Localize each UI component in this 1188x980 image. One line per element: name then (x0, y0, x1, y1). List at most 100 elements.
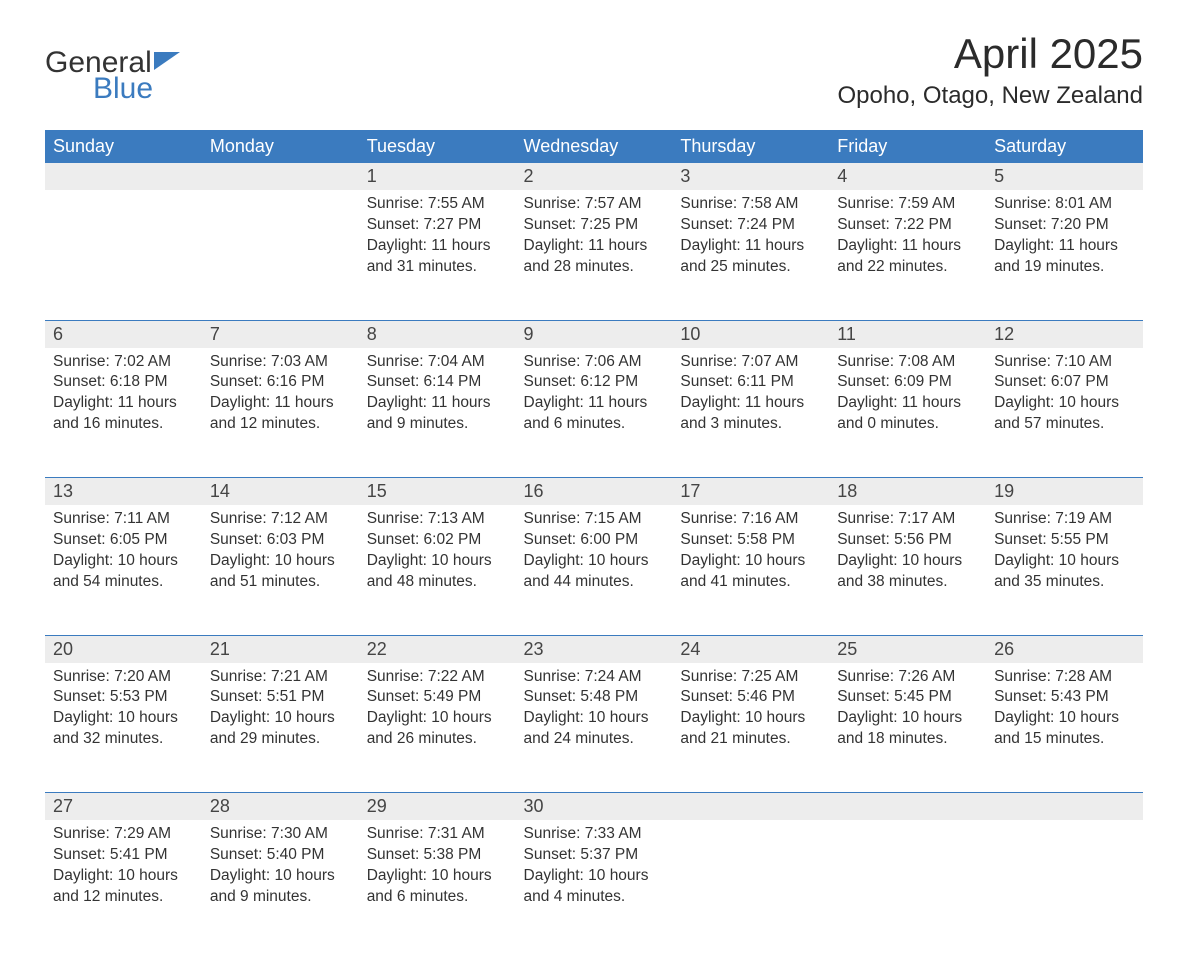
daylight-line: Daylight: 10 hours and 44 minutes. (524, 551, 665, 593)
day-number-cell (829, 793, 986, 821)
daylight-line: Daylight: 10 hours and 57 minutes. (994, 393, 1135, 435)
sunrise-line: Sunrise: 7:17 AM (837, 509, 978, 530)
day-content: Sunrise: 7:58 AMSunset: 7:24 PMDaylight:… (672, 190, 829, 288)
sunset-line: Sunset: 6:02 PM (367, 530, 508, 551)
day-content: Sunrise: 7:02 AMSunset: 6:18 PMDaylight:… (45, 348, 202, 446)
sunrise-line: Sunrise: 7:16 AM (680, 509, 821, 530)
day-cell: Sunrise: 7:28 AMSunset: 5:43 PMDaylight:… (986, 663, 1143, 793)
sunset-line: Sunset: 6:11 PM (680, 372, 821, 393)
daylight-line: Daylight: 10 hours and 51 minutes. (210, 551, 351, 593)
sunset-line: Sunset: 5:49 PM (367, 687, 508, 708)
day-content: Sunrise: 7:08 AMSunset: 6:09 PMDaylight:… (829, 348, 986, 446)
sunrise-line: Sunrise: 7:02 AM (53, 352, 194, 373)
sunset-line: Sunset: 6:16 PM (210, 372, 351, 393)
day-content: Sunrise: 7:31 AMSunset: 5:38 PMDaylight:… (359, 820, 516, 918)
day-number-cell: 17 (672, 478, 829, 506)
day-cell: Sunrise: 7:10 AMSunset: 6:07 PMDaylight:… (986, 348, 1143, 478)
sunrise-line: Sunrise: 7:31 AM (367, 824, 508, 845)
day-number-cell: 8 (359, 320, 516, 348)
day-cell: Sunrise: 7:21 AMSunset: 5:51 PMDaylight:… (202, 663, 359, 793)
day-number-cell: 25 (829, 635, 986, 663)
sunset-line: Sunset: 6:09 PM (837, 372, 978, 393)
day-cell: Sunrise: 7:30 AMSunset: 5:40 PMDaylight:… (202, 820, 359, 950)
day-number-cell: 16 (516, 478, 673, 506)
sunrise-line: Sunrise: 7:59 AM (837, 194, 978, 215)
day-content: Sunrise: 7:22 AMSunset: 5:49 PMDaylight:… (359, 663, 516, 761)
daylight-line: Daylight: 11 hours and 9 minutes. (367, 393, 508, 435)
day-number-cell: 11 (829, 320, 986, 348)
location-subtitle: Opoho, Otago, New Zealand (837, 82, 1143, 110)
daylight-line: Daylight: 10 hours and 18 minutes. (837, 708, 978, 750)
day-cell (202, 190, 359, 320)
sunset-line: Sunset: 6:05 PM (53, 530, 194, 551)
sunrise-line: Sunrise: 7:33 AM (524, 824, 665, 845)
daylight-line: Daylight: 10 hours and 35 minutes. (994, 551, 1135, 593)
day-number-cell: 9 (516, 320, 673, 348)
header: General Blue April 2025 Opoho, Otago, Ne… (45, 30, 1143, 110)
sunset-line: Sunset: 7:22 PM (837, 215, 978, 236)
sunset-line: Sunset: 6:12 PM (524, 372, 665, 393)
day-content: Sunrise: 7:30 AMSunset: 5:40 PMDaylight:… (202, 820, 359, 918)
day-number-cell: 27 (45, 793, 202, 821)
day-number-cell (202, 163, 359, 190)
daylight-line: Daylight: 10 hours and 41 minutes. (680, 551, 821, 593)
day-number-cell: 15 (359, 478, 516, 506)
sunrise-line: Sunrise: 8:01 AM (994, 194, 1135, 215)
sunset-line: Sunset: 5:51 PM (210, 687, 351, 708)
daylight-line: Daylight: 10 hours and 54 minutes. (53, 551, 194, 593)
daylight-line: Daylight: 11 hours and 28 minutes. (524, 236, 665, 278)
sunrise-line: Sunrise: 7:07 AM (680, 352, 821, 373)
day-number-cell: 29 (359, 793, 516, 821)
daylight-line: Daylight: 11 hours and 19 minutes. (994, 236, 1135, 278)
day-cell: Sunrise: 7:08 AMSunset: 6:09 PMDaylight:… (829, 348, 986, 478)
day-number-cell: 22 (359, 635, 516, 663)
sunset-line: Sunset: 5:37 PM (524, 845, 665, 866)
day-content: Sunrise: 7:17 AMSunset: 5:56 PMDaylight:… (829, 505, 986, 603)
day-cell (672, 820, 829, 950)
sunset-line: Sunset: 5:45 PM (837, 687, 978, 708)
daynum-row: 12345 (45, 163, 1143, 190)
weekday-header: Wednesday (516, 130, 673, 163)
brand-bottom: Blue (93, 74, 180, 104)
sunrise-line: Sunrise: 7:26 AM (837, 667, 978, 688)
day-cell: Sunrise: 7:22 AMSunset: 5:49 PMDaylight:… (359, 663, 516, 793)
sunrise-line: Sunrise: 7:58 AM (680, 194, 821, 215)
day-cell: Sunrise: 7:07 AMSunset: 6:11 PMDaylight:… (672, 348, 829, 478)
week-row: Sunrise: 7:02 AMSunset: 6:18 PM Daylight:… (45, 348, 1143, 478)
sunset-line: Sunset: 7:24 PM (680, 215, 821, 236)
daylight-line: Daylight: 10 hours and 12 minutes. (53, 866, 194, 908)
daynum-row: 20212223242526 (45, 635, 1143, 663)
day-number-cell: 2 (516, 163, 673, 190)
sunrise-line: Sunrise: 7:22 AM (367, 667, 508, 688)
day-number-cell: 14 (202, 478, 359, 506)
sunrise-line: Sunrise: 7:57 AM (524, 194, 665, 215)
day-cell: Sunrise: 7:31 AMSunset: 5:38 PMDaylight:… (359, 820, 516, 950)
day-number-cell: 13 (45, 478, 202, 506)
day-cell: Sunrise: 7:55 AMSunset: 7:27 PMDaylight:… (359, 190, 516, 320)
day-number-cell (45, 163, 202, 190)
weekday-header: Thursday (672, 130, 829, 163)
day-content: Sunrise: 7:21 AMSunset: 5:51 PMDaylight:… (202, 663, 359, 761)
day-number-cell: 12 (986, 320, 1143, 348)
day-cell: Sunrise: 7:13 AMSunset: 6:02 PMDaylight:… (359, 505, 516, 635)
brand-sail-icon (154, 52, 180, 70)
week-row: Sunrise: 7:20 AMSunset: 5:53 PMDaylight:… (45, 663, 1143, 793)
day-content: Sunrise: 7:29 AMSunset: 5:41 PMDaylight:… (45, 820, 202, 918)
day-cell: Sunrise: 7:59 AMSunset: 7:22 PMDaylight:… (829, 190, 986, 320)
daynum-row: 27282930 (45, 793, 1143, 821)
sunrise-line: Sunrise: 7:08 AM (837, 352, 978, 373)
daylight-line: Daylight: 11 hours and 12 minutes. (210, 393, 351, 435)
day-number-cell: 18 (829, 478, 986, 506)
sunset-line: Sunset: 6:18 PM (53, 372, 194, 393)
day-number-cell: 19 (986, 478, 1143, 506)
day-cell: Sunrise: 7:17 AMSunset: 5:56 PMDaylight:… (829, 505, 986, 635)
daylight-line: Daylight: 10 hours and 32 minutes. (53, 708, 194, 750)
daylight-line: Daylight: 10 hours and 29 minutes. (210, 708, 351, 750)
day-content: Sunrise: 7:12 AMSunset: 6:03 PMDaylight:… (202, 505, 359, 603)
sunset-line: Sunset: 5:40 PM (210, 845, 351, 866)
daynum-row: 6789101112 (45, 320, 1143, 348)
page-title: April 2025 (837, 30, 1143, 78)
sunrise-line: Sunrise: 7:21 AM (210, 667, 351, 688)
day-number-cell (986, 793, 1143, 821)
daylight-line: Daylight: 10 hours and 9 minutes. (210, 866, 351, 908)
